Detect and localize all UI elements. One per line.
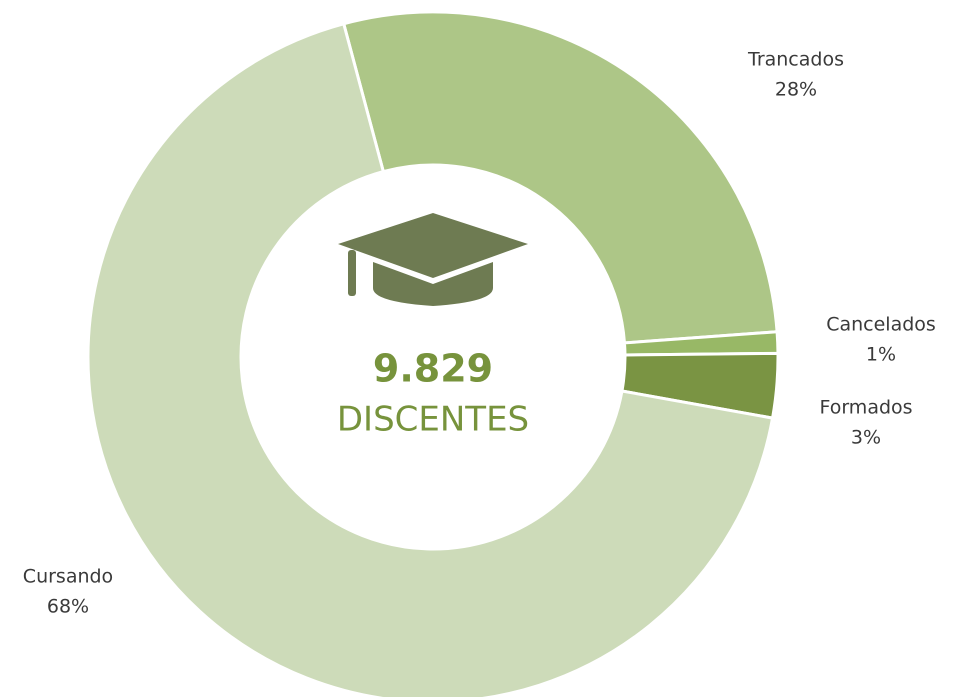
- slice-label: Cancelados: [826, 314, 936, 336]
- slice-value-label: 68%: [47, 596, 89, 618]
- center-value: 9.829: [373, 347, 493, 391]
- center-label: DISCENTES: [337, 400, 529, 440]
- donut: [86, 10, 780, 697]
- slice-label: Trancados: [747, 49, 844, 71]
- slice-value-label: 1%: [866, 344, 896, 366]
- slice: [341, 10, 779, 345]
- slice-label: Cursando: [23, 566, 113, 588]
- slice-label: Formados: [819, 397, 912, 419]
- slice-value-label: 28%: [775, 79, 817, 101]
- slice: [86, 21, 775, 697]
- slice-value-label: 3%: [851, 427, 881, 449]
- graduation-cap-icon: [338, 213, 528, 306]
